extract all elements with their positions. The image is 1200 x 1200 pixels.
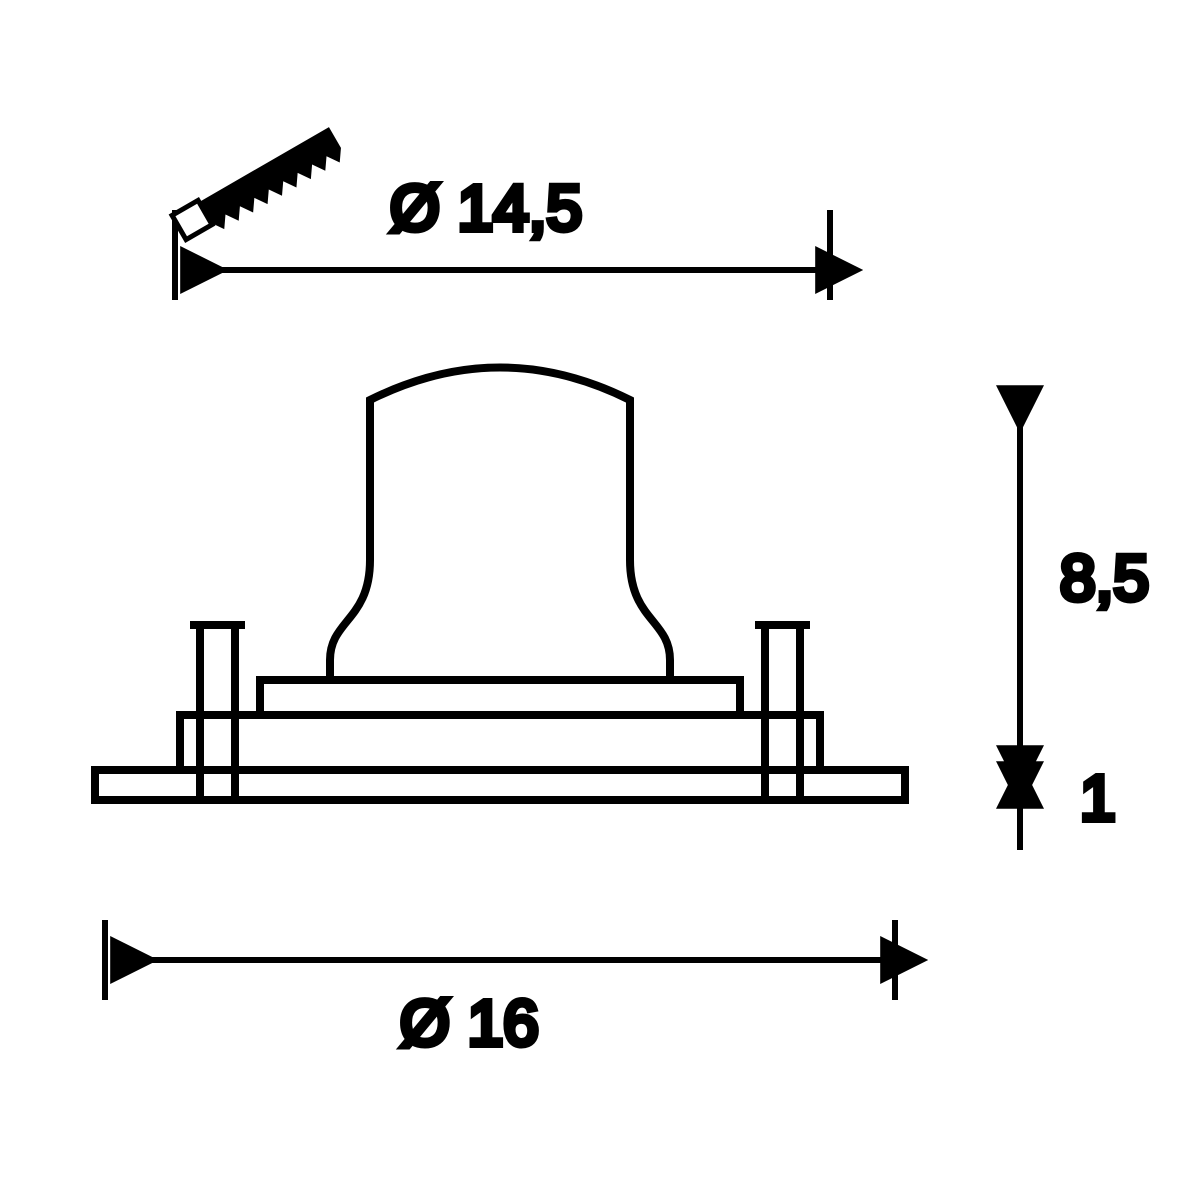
step-1: [180, 715, 820, 770]
hole-saw-icon: [172, 125, 347, 248]
dim-height-label: 8,5: [1060, 542, 1149, 614]
step-2: [260, 680, 740, 715]
fixture-outline: [95, 368, 905, 801]
dim-overall-width-label: Ø 16: [400, 987, 539, 1059]
technical-drawing: Ø 14,5 Ø 16 8,5 1: [0, 0, 1200, 1200]
dimensions: Ø 14,5 Ø 16 8,5 1: [105, 172, 1149, 1059]
flange: [95, 770, 905, 800]
bell-housing: [330, 368, 670, 681]
dim-flange-thickness-label: 1: [1080, 762, 1116, 834]
dim-cutout-label: Ø 14,5: [390, 172, 582, 244]
